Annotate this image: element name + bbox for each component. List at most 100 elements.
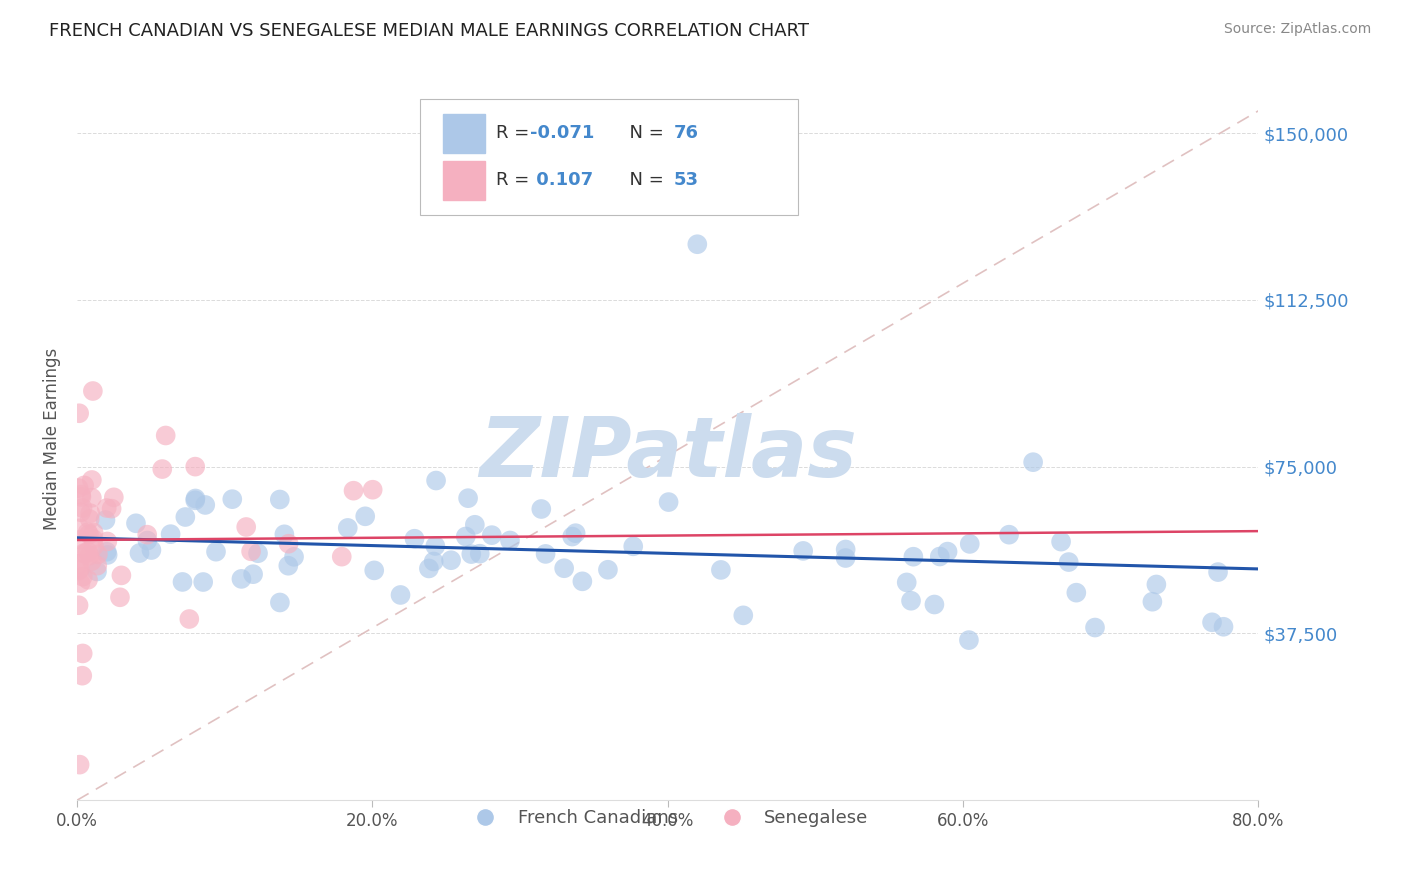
Bar bbox=[443, 113, 485, 153]
Point bbox=[269, 595, 291, 609]
Point bbox=[336, 521, 359, 535]
Point bbox=[454, 529, 477, 543]
Point bbox=[900, 593, 922, 607]
Point bbox=[96, 545, 118, 559]
Point bbox=[184, 493, 207, 508]
Point bbox=[67, 481, 90, 495]
Point bbox=[67, 599, 90, 613]
Point bbox=[125, 516, 148, 531]
Point bbox=[242, 567, 264, 582]
Point bbox=[283, 549, 305, 564]
Text: R =: R = bbox=[496, 125, 536, 143]
Point bbox=[184, 491, 207, 506]
Point bbox=[79, 506, 101, 520]
Point bbox=[440, 553, 463, 567]
Point bbox=[596, 563, 619, 577]
Point bbox=[277, 537, 299, 551]
Point bbox=[998, 527, 1021, 541]
Point bbox=[418, 561, 440, 575]
Point bbox=[193, 574, 215, 589]
Point bbox=[499, 533, 522, 548]
Point bbox=[136, 527, 159, 541]
Bar bbox=[443, 161, 485, 201]
Point bbox=[247, 546, 270, 560]
Point bbox=[710, 563, 733, 577]
Text: 76: 76 bbox=[673, 125, 699, 143]
Point bbox=[150, 462, 173, 476]
Point bbox=[1206, 565, 1229, 579]
Point bbox=[658, 495, 681, 509]
Point bbox=[425, 539, 447, 553]
Point bbox=[86, 565, 108, 579]
Point bbox=[561, 530, 583, 544]
Text: Source: ZipAtlas.com: Source: ZipAtlas.com bbox=[1223, 22, 1371, 37]
Point bbox=[1212, 620, 1234, 634]
Point bbox=[172, 574, 194, 589]
Point bbox=[174, 510, 197, 524]
Text: FRENCH CANADIAN VS SENEGALESE MEDIAN MALE EARNINGS CORRELATION CHART: FRENCH CANADIAN VS SENEGALESE MEDIAN MAL… bbox=[49, 22, 810, 40]
Point bbox=[87, 547, 110, 561]
Point bbox=[80, 491, 103, 505]
Point bbox=[457, 491, 479, 505]
Point bbox=[155, 428, 177, 442]
Point bbox=[77, 573, 100, 587]
Point bbox=[330, 549, 353, 564]
Point bbox=[404, 532, 426, 546]
Point bbox=[1057, 555, 1080, 569]
Point bbox=[72, 570, 94, 584]
Text: 53: 53 bbox=[673, 171, 699, 189]
Point bbox=[79, 549, 101, 563]
Point bbox=[342, 483, 364, 498]
Point bbox=[75, 547, 97, 561]
Point bbox=[936, 544, 959, 558]
Point bbox=[77, 527, 100, 541]
Point bbox=[221, 492, 243, 507]
Point bbox=[235, 520, 257, 534]
Point bbox=[792, 544, 814, 558]
Point bbox=[363, 563, 385, 577]
Point bbox=[1050, 534, 1073, 549]
Point bbox=[1201, 615, 1223, 630]
Point bbox=[108, 591, 131, 605]
Point bbox=[686, 237, 709, 252]
Point bbox=[94, 513, 117, 527]
Point bbox=[100, 501, 122, 516]
Text: N =: N = bbox=[619, 171, 669, 189]
Point bbox=[76, 544, 98, 558]
Point bbox=[159, 527, 181, 541]
Point bbox=[354, 509, 377, 524]
Point bbox=[69, 757, 91, 772]
Point bbox=[70, 490, 93, 504]
Point bbox=[903, 549, 925, 564]
Point bbox=[67, 406, 90, 420]
Point bbox=[141, 543, 163, 558]
Point bbox=[96, 501, 118, 516]
Point bbox=[86, 558, 108, 573]
Text: -0.071: -0.071 bbox=[530, 125, 593, 143]
Point bbox=[1066, 585, 1088, 599]
Point bbox=[269, 492, 291, 507]
Point bbox=[80, 473, 103, 487]
Point bbox=[97, 548, 120, 562]
Point bbox=[1144, 577, 1167, 591]
Point bbox=[425, 474, 447, 488]
Point bbox=[464, 517, 486, 532]
Point bbox=[273, 527, 295, 541]
Point bbox=[231, 572, 253, 586]
Point bbox=[468, 547, 491, 561]
Point bbox=[621, 539, 644, 553]
Point bbox=[924, 598, 946, 612]
Point bbox=[69, 521, 91, 535]
Point bbox=[96, 534, 118, 549]
Point bbox=[389, 588, 412, 602]
Point bbox=[128, 546, 150, 560]
Point bbox=[553, 561, 575, 575]
Point bbox=[534, 547, 557, 561]
Point bbox=[67, 564, 90, 578]
Point bbox=[277, 558, 299, 573]
FancyBboxPatch shape bbox=[419, 99, 797, 215]
Point bbox=[103, 491, 125, 505]
Point bbox=[179, 612, 201, 626]
Point bbox=[80, 554, 103, 568]
Point bbox=[70, 505, 93, 519]
